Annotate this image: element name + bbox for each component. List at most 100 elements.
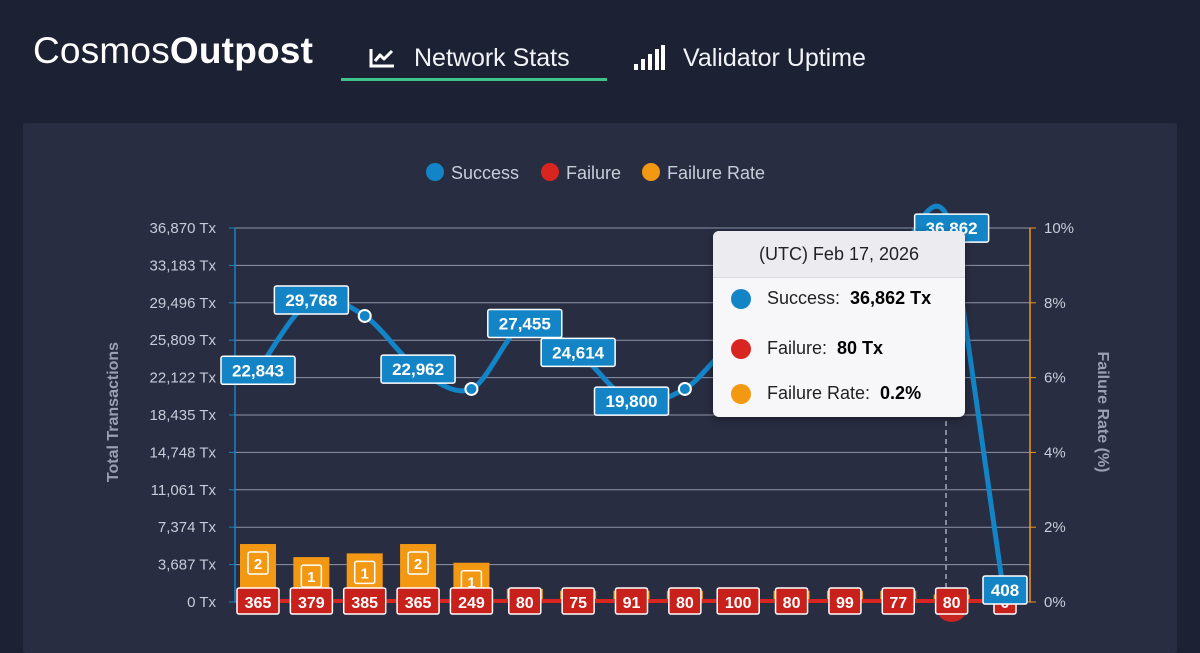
failure-rate-label: 1 (467, 575, 475, 592)
y2-tick-label: 8% (1044, 295, 1066, 312)
failure-rate-label: 1 (361, 565, 369, 582)
tooltip-failure-dot (731, 338, 751, 359)
success-label: 24,614 (552, 343, 605, 362)
tooltip-row-failure-rate: Failure Rate: 0.2% (731, 383, 921, 404)
success-label-box (982, 575, 1028, 605)
y-tick-label: 0 Tx (187, 594, 216, 611)
y-tick-label: 36,870 Tx (150, 220, 217, 237)
failure-label-box (934, 587, 969, 615)
success-label: 22,843 (232, 361, 284, 380)
y-tick-label: 18,435 Tx (150, 407, 217, 424)
failure-label: 77 (889, 595, 907, 612)
success-point (357, 308, 372, 323)
failure-label-box (449, 587, 494, 615)
y2-tick-label: 10% (1044, 220, 1074, 237)
success-label-box (540, 337, 616, 368)
failure-label: 80 (943, 595, 961, 612)
legend-failure-rate-swatch (642, 163, 660, 181)
tooltip-failure-value: 80 Tx (837, 338, 884, 358)
failure-label: 80 (783, 595, 801, 612)
failure-label-box (716, 587, 760, 615)
success-label: 19,800 (606, 392, 658, 411)
signal-bars-icon (634, 45, 665, 70)
tab-validator-uptime[interactable]: Validator Uptime (633, 36, 866, 80)
failure-label: 80 (516, 595, 534, 612)
tab-network-stats[interactable]: Network Stats (368, 36, 570, 80)
success-label: 408 (991, 581, 1019, 600)
success-point (464, 381, 479, 396)
failure-series: 36537938536524980759180100809977800 (236, 587, 1017, 622)
success-label: 29,768 (285, 291, 337, 310)
tooltip-rate-value: 0.2% (880, 383, 922, 403)
active-tab-indicator (341, 78, 607, 81)
failure-rate-label-box (247, 551, 269, 575)
failure-rate-label: 2 (254, 556, 262, 573)
y-tick-label: 3,687 Tx (158, 557, 217, 574)
y2-axis-title: Failure Rate (%) (1094, 352, 1111, 473)
tooltip-rate-label: Failure Rate: (767, 383, 871, 403)
y-tick-label: 11,061 Tx (151, 482, 217, 499)
failure-label: 385 (351, 595, 378, 612)
failure-label-box (668, 587, 702, 615)
failure-rate-label: 1 (307, 569, 315, 586)
legend-success-swatch (426, 163, 444, 181)
y2-tick-label: 2% (1044, 519, 1066, 536)
success-line (255, 203, 1008, 603)
failure-label-box (828, 587, 862, 615)
top-navigation-bar: CosmosOutpost Network Stats Validator Up… (0, 0, 1200, 100)
y2-tick-label: 4% (1044, 444, 1066, 461)
success-point (677, 381, 692, 396)
failure-label: 365 (405, 595, 432, 612)
failure-label-box (236, 587, 280, 615)
failure-label: 379 (298, 595, 325, 612)
tooltip-rate-dot (731, 383, 751, 404)
failure-label: 75 (569, 595, 587, 612)
y-tick-label: 7,374 Tx (158, 519, 217, 536)
tab-validator-uptime-label: Validator Uptime (683, 43, 866, 72)
success-label-box (487, 308, 563, 339)
y-axis-right: 10% 8% 6% 4% 2% 0% (1029, 220, 1074, 611)
y2-tick-label: 0% (1044, 594, 1066, 611)
failure-label-box (342, 587, 387, 615)
success-label-box (220, 355, 296, 386)
brand-logo[interactable]: CosmosOutpost (33, 30, 314, 71)
success-label: 27,455 (499, 315, 551, 334)
failure-label: 100 (725, 595, 752, 612)
success-label-box (273, 285, 350, 315)
success-label: 22,962 (392, 360, 444, 379)
failure-label: 80 (676, 595, 694, 612)
tooltip-success-label: Success: (767, 288, 841, 308)
data-tooltip: (UTC) Feb 17, 2026 Success: 36,862 Tx Fai… (713, 231, 965, 417)
line-chart-icon (369, 49, 394, 68)
tooltip-success-dot (731, 288, 751, 309)
y-tick-label: 14,748 Tx (150, 444, 217, 461)
failure-label: 91 (623, 595, 641, 612)
legend-failure-swatch (541, 163, 559, 181)
failure-label-box (881, 587, 916, 615)
tooltip-row-failure: Failure: 80 Tx (731, 338, 883, 359)
tooltip-row-success: Success: 36,862 Tx (731, 288, 931, 309)
failure-label-box (289, 587, 334, 615)
failure-rate-label-box (407, 551, 429, 575)
y-tick-label: 33,183 Tx (150, 257, 217, 274)
y-tick-label: 29,496 Tx (150, 295, 217, 312)
y2-tick-label: 6% (1044, 370, 1066, 387)
tooltip-success-value: 36,862 Tx (850, 288, 932, 308)
failure-label: 99 (836, 595, 854, 612)
legend-failure-label[interactable]: Failure (566, 163, 621, 183)
failure-label-box (396, 587, 440, 615)
failure-rate-label: 2 (414, 556, 422, 573)
failure-label: 365 (245, 595, 272, 612)
y-tick-label: 22,122 Tx (150, 370, 217, 387)
failure-rate-label-box (353, 560, 376, 585)
y-axis-left: 36,870 Tx 33,183 Tx 29,496 Tx 25,809 Tx 22,1… (150, 220, 236, 611)
failure-label-box (614, 587, 649, 615)
failure-label-box (561, 587, 595, 615)
legend-failure-rate-label[interactable]: Failure Rate (667, 163, 765, 183)
tooltip-title: (UTC) Feb 17, 2026 (713, 231, 965, 278)
legend-success-label[interactable]: Success (451, 163, 519, 183)
failure-label: 249 (458, 595, 485, 612)
tab-network-stats-label: Network Stats (414, 43, 570, 72)
y-axis-title: Total Transactions (105, 342, 122, 482)
y-tick-label: 25,809 Tx (150, 332, 217, 349)
